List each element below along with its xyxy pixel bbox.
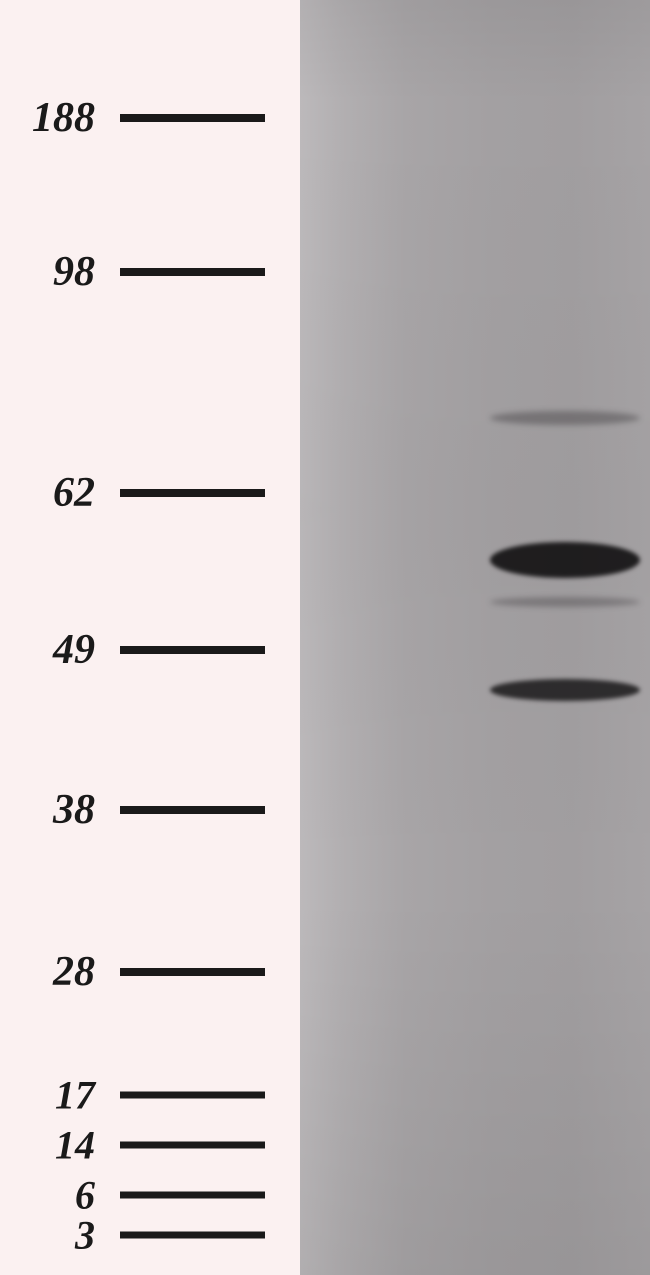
- mw-marker-tick: [120, 114, 265, 122]
- mw-marker-tick: [120, 1142, 265, 1149]
- mw-marker-label: 28: [53, 948, 95, 996]
- mw-marker-label: 3: [75, 1212, 95, 1259]
- mw-marker-label: 98: [53, 248, 95, 296]
- mw-marker-label: 188: [32, 94, 95, 142]
- mw-marker-label: 17: [55, 1072, 95, 1119]
- mw-marker-tick: [120, 1232, 265, 1239]
- protein-band: [490, 597, 640, 607]
- mw-marker-tick: [120, 1192, 265, 1199]
- molecular-weight-ladder: 1889862493828171463: [0, 0, 300, 1275]
- mw-marker-label: 38: [53, 786, 95, 834]
- mw-marker-tick: [120, 806, 265, 814]
- mw-marker-label: 14: [55, 1122, 95, 1169]
- mw-marker-label: 49: [53, 626, 95, 674]
- protein-band: [490, 542, 640, 578]
- mw-marker-label: 62: [53, 469, 95, 517]
- blot-lane-2: [490, 0, 640, 1275]
- mw-marker-tick: [120, 489, 265, 497]
- mw-marker-tick: [120, 268, 265, 276]
- mw-marker-tick: [120, 968, 265, 976]
- mw-marker-tick: [120, 1092, 265, 1099]
- protein-band: [490, 411, 640, 425]
- western-blot-membrane: [300, 0, 650, 1275]
- mw-marker-tick: [120, 646, 265, 654]
- blot-lane-1: [310, 0, 470, 1275]
- protein-band: [490, 679, 640, 701]
